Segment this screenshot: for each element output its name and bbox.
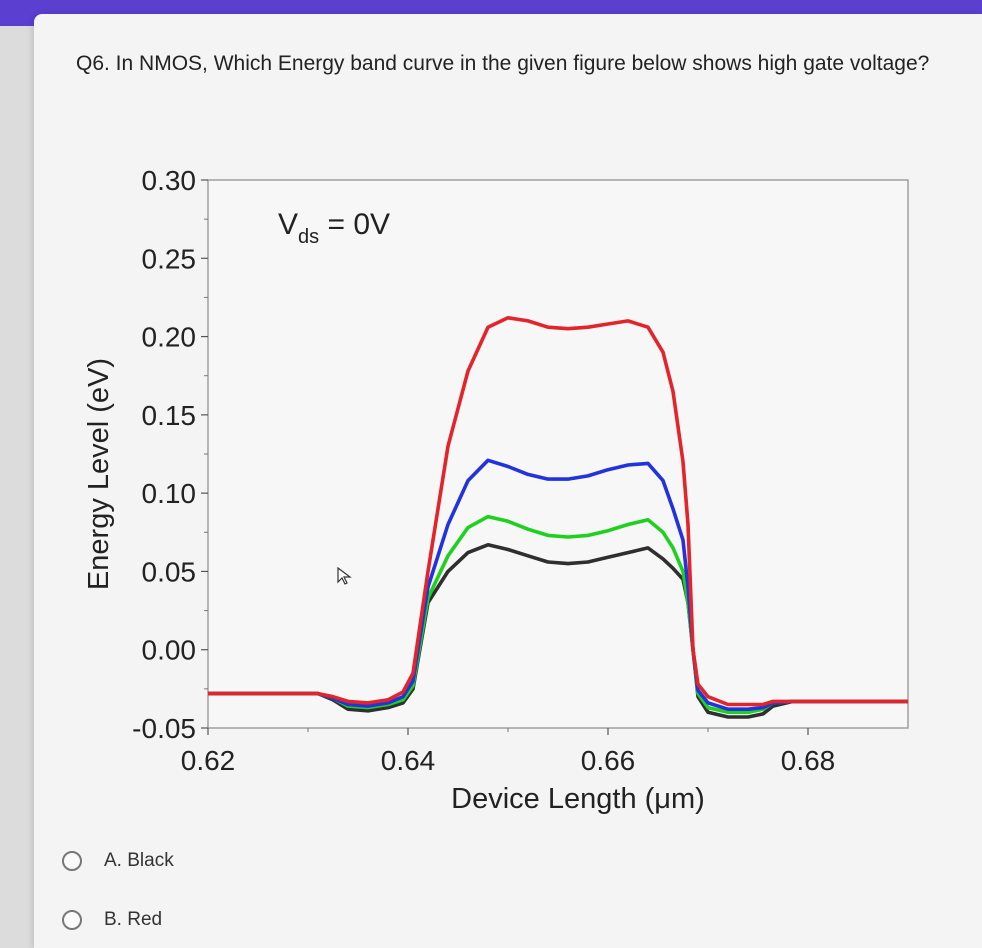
series-line-1 [208,514,908,715]
option-b[interactable]: B. Red [62,909,162,931]
energy-band-chart: 0.30 0.25 0.20 0.15 0.10 0.05 0.00 -0.050.62 0.6… [83,165,909,815]
y-axis-label: Energy Level (eV) [83,358,115,590]
option-b-label: B. Red [104,909,163,930]
y-tick-label: 0.30 [142,165,197,196]
y-tick-label: 0.15 [142,400,197,431]
y-tick-label: 0.25 [142,243,197,274]
x-axis-label: Device Length (μm) [451,783,705,815]
vds-annotation: Vds = 0V [278,208,390,248]
x-tick-label: 0.68 [781,745,836,776]
y-tick-label: 0.00 [142,635,197,666]
option-a-label: A. Black [104,850,174,871]
mouse-pointer-icon [337,566,352,585]
radio-circle-icon[interactable] [62,910,82,930]
series-line-3 [208,316,908,707]
y-tick-label: -0.05 [132,713,196,744]
radio-circle-icon[interactable] [62,851,82,871]
series-line-2 [208,458,908,711]
series-line-0 [208,543,908,719]
option-a[interactable]: A. Black [62,850,174,872]
y-tick-label: 0.10 [142,478,197,509]
question-text: Q6. In NMOS, Which Energy band curve in … [76,52,930,75]
plot-frame [207,179,909,729]
x-tick-label: 0.66 [581,745,636,776]
y-tick-label: 0.20 [142,322,197,353]
x-tick-label: 0.64 [381,745,436,776]
x-tick-label: 0.62 [181,745,236,776]
y-tick-label: 0.05 [142,556,197,587]
